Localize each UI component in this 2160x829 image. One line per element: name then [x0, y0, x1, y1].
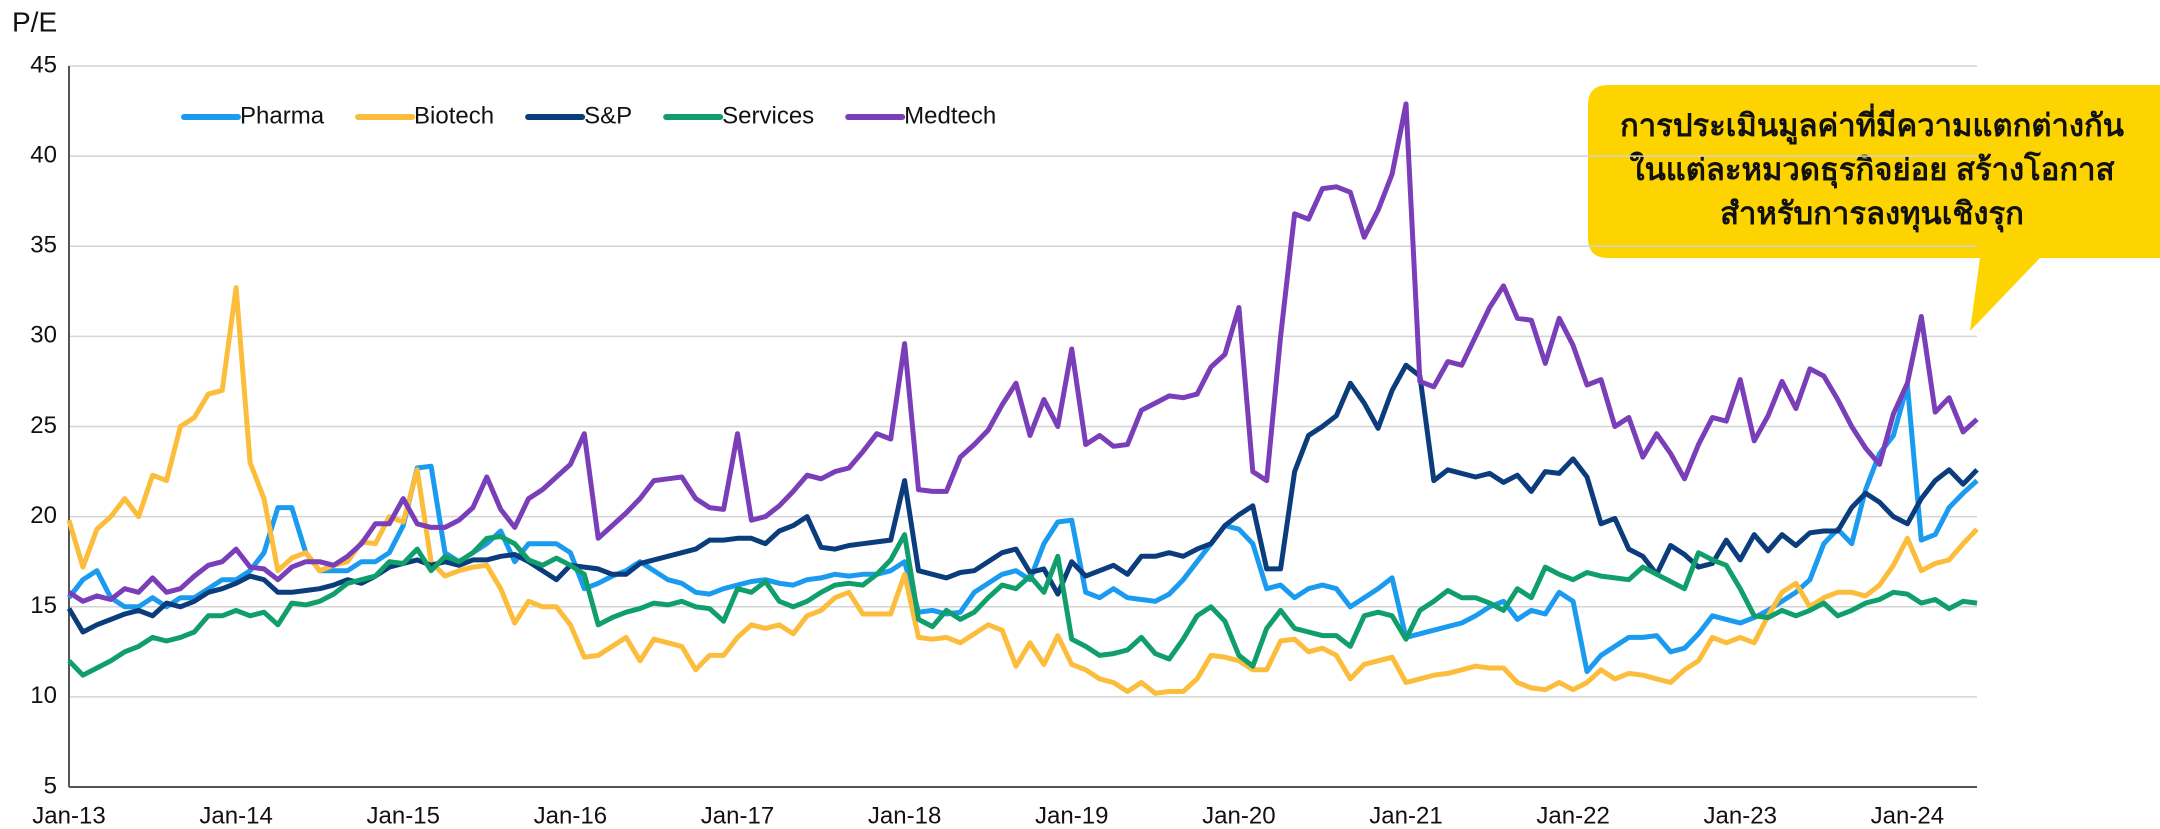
x-tick-label: Jan-14: [199, 802, 272, 829]
legend-label: S&P: [584, 102, 632, 129]
x-tick-label: Jan-23: [1704, 802, 1777, 829]
x-tick-label: Jan-20: [1202, 802, 1275, 829]
series-line: [67, 382, 1979, 675]
x-tick-label: Jan-21: [1369, 802, 1442, 829]
y-tick-label: 10: [30, 682, 57, 709]
x-tick-label: Jan-24: [1871, 802, 1944, 829]
callout-line: ในแต่ละหมวดธุรกิจย่อย สร้างโอกาส: [1629, 151, 2114, 189]
series-line: [66, 362, 1979, 635]
legend-label: Biotech: [414, 102, 494, 129]
y-tick-label: 40: [30, 141, 57, 168]
legend-label: Pharma: [240, 102, 325, 129]
y-tick-label: 20: [30, 502, 57, 529]
y-tick-label: 35: [30, 232, 57, 259]
x-tick-label: Jan-16: [534, 802, 607, 829]
y-tick-label: 15: [30, 592, 57, 619]
y-tick-label: 30: [30, 322, 57, 349]
series-line: [66, 285, 1979, 696]
y-axis-label: P/E: [12, 6, 57, 37]
x-tick-label: Jan-18: [868, 802, 941, 829]
legend-label: Medtech: [904, 102, 996, 129]
callout-line: การประเมินมูลค่าที่มีความแตกต่างกัน: [1620, 103, 2124, 145]
x-tick-label: Jan-19: [1035, 802, 1108, 829]
x-tick-label: Jan-22: [1536, 802, 1609, 829]
legend: Pharma Biotech S&P Services Medtech: [181, 102, 996, 129]
y-tick-label: 45: [30, 51, 57, 78]
series-line: [67, 532, 1978, 678]
x-tick-label: Jan-17: [701, 802, 774, 829]
y-tick-label: 25: [30, 412, 57, 439]
callout-line: สำหรับการลงทุนเชิงรุก: [1720, 196, 2024, 233]
x-tick-label: Jan-13: [32, 802, 105, 829]
series-line: [67, 101, 1979, 604]
legend-label: Services: [722, 102, 814, 129]
x-tick-label: Jan-15: [367, 802, 440, 829]
callout-box: [1588, 85, 2160, 331]
y-tick-label: 5: [44, 772, 57, 799]
callout-text: การประเมินมูลค่าที่มีความแตกต่างกันในแต่…: [1620, 103, 2124, 233]
